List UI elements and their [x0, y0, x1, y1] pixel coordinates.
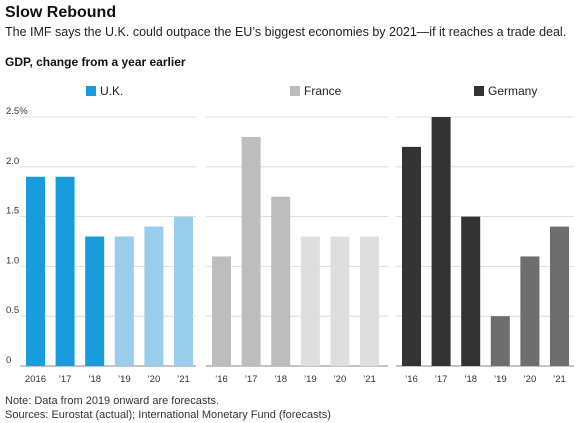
x-tick-label: ’20 — [148, 374, 161, 385]
bar-germany-0 — [402, 146, 421, 366]
bar-uk-4 — [144, 226, 164, 366]
x-tick-label: ’18 — [464, 374, 477, 385]
bar-germany-2 — [461, 216, 481, 366]
bar-uk-2 — [85, 236, 105, 366]
legend-swatch-2 — [290, 86, 300, 96]
x-tick-label: ’17 — [59, 374, 72, 385]
bar-france-1 — [241, 136, 261, 366]
x-tick-label: ’20 — [334, 374, 347, 385]
measure-label: GDP, change from a year earlier — [5, 55, 186, 69]
legend-label-2: France — [304, 84, 342, 98]
chart-title: Slow Rebound — [5, 4, 117, 21]
bar-france-3 — [300, 236, 320, 366]
x-tick-label: ’20 — [524, 374, 537, 385]
bar-france-4 — [330, 236, 350, 366]
y-tick-label: 0.5 — [6, 305, 19, 316]
legend-label-3: Germany — [488, 84, 537, 98]
legend-swatch-3 — [474, 86, 484, 96]
x-tick-label: ’21 — [553, 374, 566, 385]
bar-uk-5 — [174, 216, 193, 366]
bar-france-2 — [271, 196, 291, 366]
bar-germany-5 — [550, 226, 569, 366]
y-tick-label: 2.5% — [6, 106, 28, 117]
bar-uk-0 — [26, 176, 45, 366]
x-tick-label: ’17 — [435, 374, 448, 385]
bar-france-5 — [360, 236, 379, 366]
x-tick-label: ’18 — [88, 374, 101, 385]
x-tick-label: ’21 — [363, 374, 376, 385]
bar-germany-3 — [490, 316, 510, 366]
x-tick-label: ’19 — [304, 374, 317, 385]
chart-subtitle: The IMF says the U.K. could outpace the … — [5, 25, 567, 39]
source-note: Sources: Eurostat (actual); Internationa… — [5, 409, 331, 421]
legend-swatch-1 — [86, 86, 96, 96]
y-tick-label: 1.5 — [6, 206, 19, 217]
bar-germany-4 — [520, 256, 540, 366]
x-tick-label: ’19 — [494, 374, 507, 385]
legend-label-1: U.K. — [100, 84, 123, 98]
forecast-note: Note: Data from 2019 onward are forecast… — [5, 395, 219, 407]
x-tick-label: 2016 — [25, 374, 46, 385]
y-tick-label: 0 — [6, 355, 11, 366]
x-tick-label: ’21 — [177, 374, 190, 385]
bar-uk-3 — [114, 236, 134, 366]
y-tick-label: 1.0 — [6, 255, 19, 266]
bar-germany-1 — [431, 117, 451, 366]
bar-france-0 — [212, 256, 231, 366]
footnote: Note: Data from 2019 onward are forecast… — [5, 394, 331, 422]
x-tick-label: ’16 — [405, 374, 418, 385]
x-tick-label: ’19 — [118, 374, 131, 385]
bar-uk-1 — [55, 176, 75, 366]
x-tick-label: ’16 — [215, 374, 228, 385]
x-tick-label: ’18 — [274, 374, 287, 385]
y-tick-label: 2.0 — [6, 156, 19, 167]
x-tick-label: ’17 — [245, 374, 258, 385]
